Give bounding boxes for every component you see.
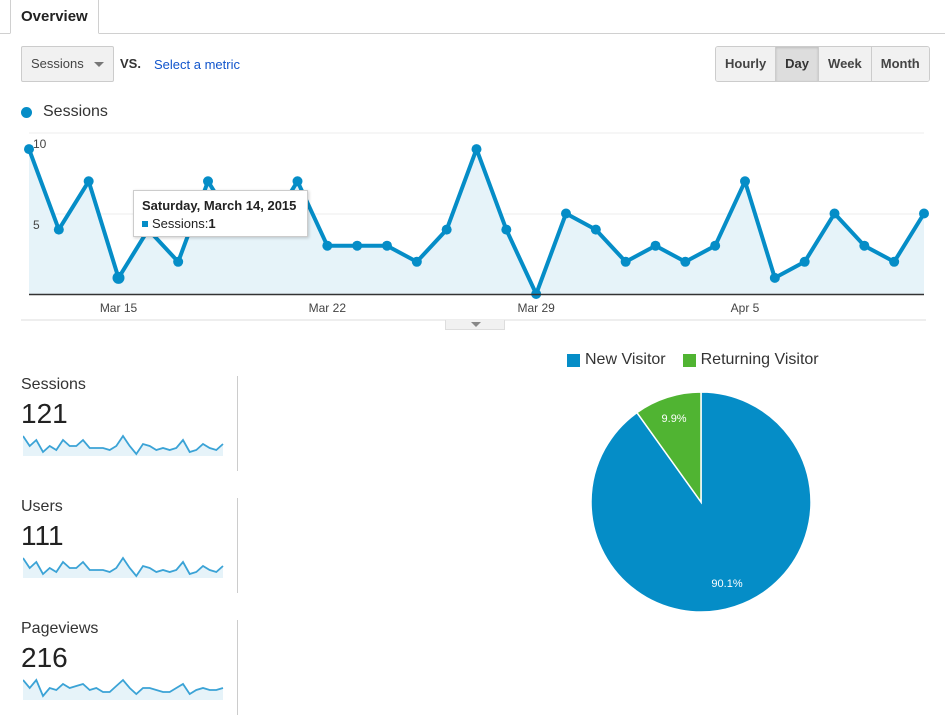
sparkline [23, 556, 224, 578]
sparkline [23, 434, 224, 456]
tab-bar: Overview [0, 0, 945, 34]
stat-label: Pageviews [21, 620, 99, 637]
legend-new-visitor[interactable]: New Visitor [567, 351, 666, 369]
stat-value: 121 [21, 398, 68, 429]
stat-pageviews[interactable]: Pageviews 216 [21, 620, 238, 715]
svg-text:90.1%: 90.1% [711, 578, 742, 590]
stat-label: Users [21, 498, 63, 515]
select-metric-link[interactable]: Select a metric [154, 57, 240, 72]
pie-legend: New Visitor Returning Visitor [567, 351, 836, 369]
stat-label: Sessions [21, 376, 86, 393]
swatch-icon [567, 353, 580, 367]
metric-dropdown-value: Sessions [31, 56, 84, 71]
chevron-down-icon [94, 62, 104, 67]
svg-text:Mar 29: Mar 29 [517, 301, 555, 315]
legend-label: Returning Visitor [700, 351, 819, 368]
tooltip-series-label: Sessions: [152, 216, 209, 231]
sparkline [23, 678, 224, 700]
period-toggle-group: Hourly Day Week Month [715, 46, 930, 82]
swatch-icon [682, 353, 696, 367]
visitor-pie-chart[interactable]: 90.1% 9.9% [590, 391, 812, 613]
tooltip-value: 1 [208, 216, 216, 231]
chart-legend: Sessions [21, 103, 108, 121]
svg-text:Mar 22: Mar 22 [309, 301, 347, 315]
week-button[interactable]: Week [819, 47, 872, 81]
svg-text:9.9%: 9.9% [662, 413, 687, 425]
stat-value: 111 [21, 520, 64, 551]
stat-value: 216 [21, 642, 68, 673]
vs-label: VS. [120, 56, 141, 71]
chevron-down-icon [471, 322, 481, 327]
pie-slice[interactable] [635, 391, 702, 505]
tab-overview[interactable]: Overview [10, 0, 99, 34]
legend-returning-visitor[interactable]: Returning Visitor [682, 351, 819, 369]
svg-text:10: 10 [33, 137, 47, 151]
sessions-line-chart[interactable]: 10 5 Mar 15 Mar 22 Mar 29 Apr 5 [0, 125, 945, 335]
month-button[interactable]: Month [871, 47, 929, 81]
series-square-icon [142, 220, 148, 227]
tooltip-date: Saturday, March 14, 2015 [142, 198, 297, 213]
legend-label: Sessions [43, 103, 108, 120]
chart-tooltip: Saturday, March 14, 2015 Sessions: 1 [133, 190, 308, 237]
metric-dropdown[interactable]: Sessions [21, 46, 114, 82]
series-dot-icon [21, 106, 32, 118]
stat-sessions[interactable]: Sessions 121 [21, 376, 238, 471]
svg-text:Mar 15: Mar 15 [100, 301, 138, 315]
svg-text:5: 5 [33, 218, 40, 232]
svg-text:Apr 5: Apr 5 [731, 301, 760, 315]
day-button[interactable]: Day [776, 47, 820, 81]
legend-label: New Visitor [585, 351, 666, 368]
expand-chart-button[interactable] [445, 320, 505, 330]
stat-users[interactable]: Users 111 [21, 498, 238, 593]
hourly-button[interactable]: Hourly [716, 47, 777, 81]
